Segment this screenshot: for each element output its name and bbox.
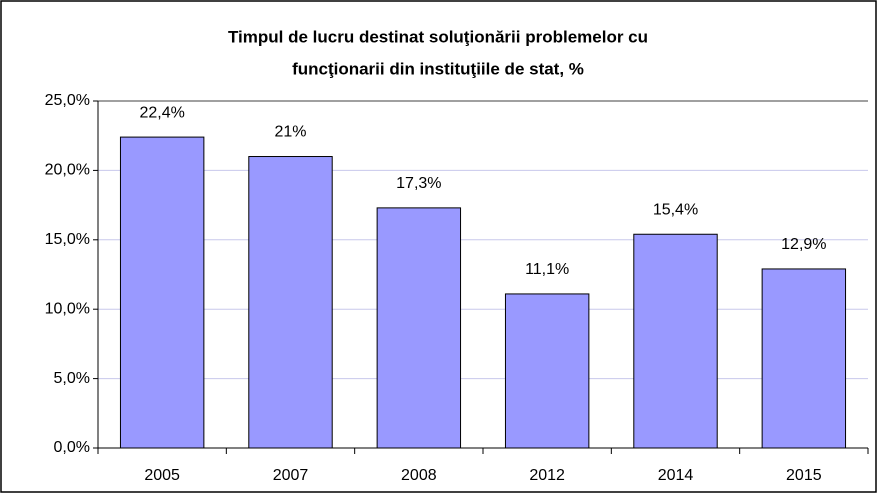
- x-tick-label: 2014: [658, 467, 694, 484]
- bar: [248, 156, 333, 449]
- data-label: 17,3%: [396, 175, 441, 192]
- y-tick-label: 25,0%: [45, 92, 90, 109]
- data-label: 21%: [274, 124, 306, 141]
- y-tick-label: 15,0%: [45, 231, 90, 248]
- y-tick-label: 0,0%: [54, 439, 90, 456]
- x-tick-label: 2007: [273, 467, 309, 484]
- data-label: 12,9%: [781, 236, 826, 253]
- x-tick-label: 2015: [786, 467, 822, 484]
- bar: [633, 233, 718, 449]
- bar: [119, 136, 205, 449]
- chart-title: Timpul de lucru destinat soluţionării pr…: [228, 27, 648, 46]
- x-tick-label: 2005: [144, 467, 180, 484]
- y-tick-label: 10,0%: [45, 300, 90, 317]
- chart-title: funcţionarii din instituţiile de stat, %: [292, 59, 584, 78]
- x-tick-label: 2012: [529, 467, 565, 484]
- data-label: 11,1%: [525, 261, 569, 278]
- bar: [376, 207, 462, 449]
- bar: [504, 293, 590, 449]
- y-tick-label: 5,0%: [54, 370, 90, 387]
- y-tick-label: 20,0%: [45, 162, 90, 179]
- data-label: 22,4%: [139, 104, 184, 121]
- x-tick-label: 2008: [401, 467, 437, 484]
- bar: [761, 268, 847, 449]
- data-label: 15,4%: [653, 201, 698, 218]
